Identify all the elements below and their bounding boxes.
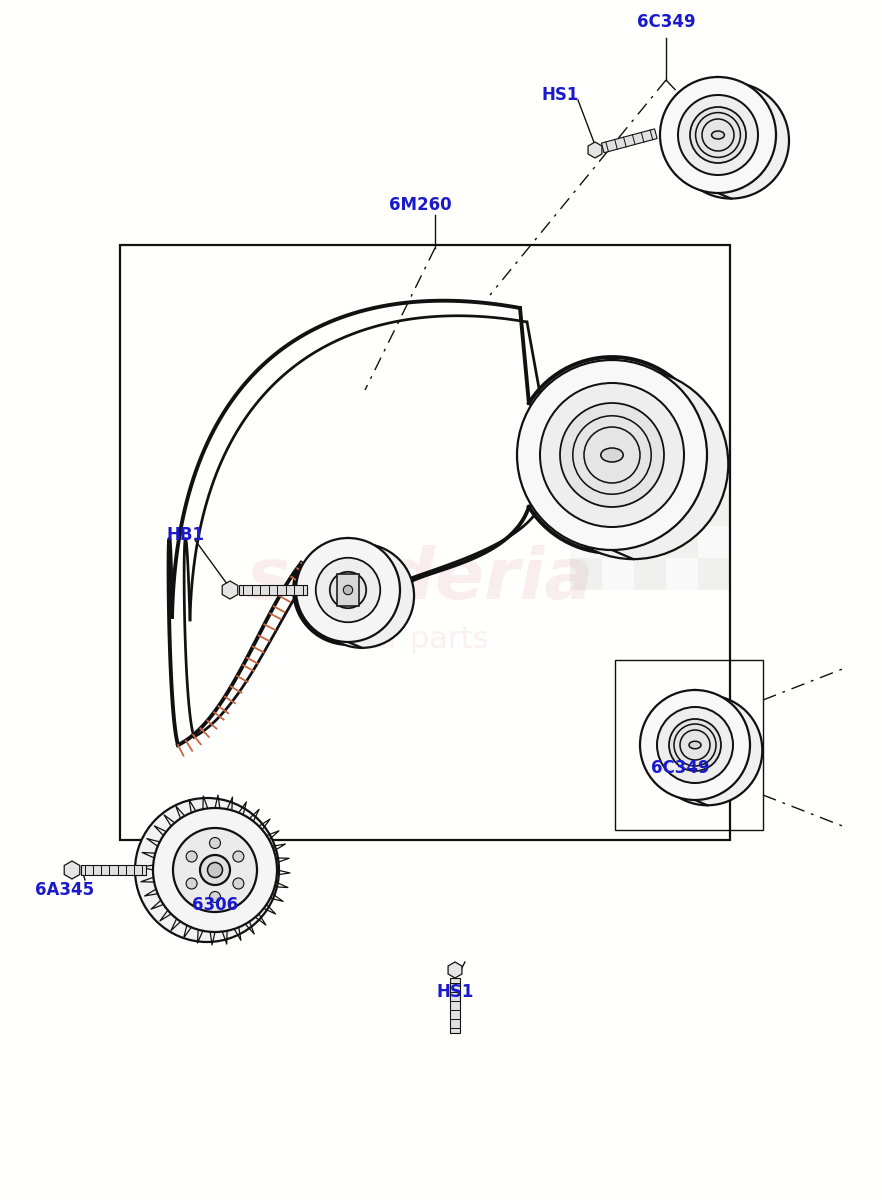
Bar: [120, 245, 730, 840]
Bar: [602, 462, 634, 494]
Text: 6C349: 6C349: [637, 13, 695, 31]
Text: 6M260: 6M260: [389, 196, 452, 214]
Bar: [634, 462, 666, 494]
Bar: [666, 430, 698, 462]
Circle shape: [640, 690, 750, 800]
Circle shape: [207, 863, 222, 877]
Bar: [666, 494, 698, 526]
Circle shape: [540, 383, 684, 527]
Bar: [602, 430, 634, 462]
Bar: [634, 494, 666, 526]
Bar: [634, 526, 666, 558]
Circle shape: [517, 360, 707, 550]
Circle shape: [210, 892, 220, 902]
Polygon shape: [450, 978, 460, 1033]
Bar: [666, 526, 698, 558]
Ellipse shape: [653, 695, 762, 805]
Bar: [570, 462, 602, 494]
Text: scuderia: scuderia: [246, 546, 594, 614]
Circle shape: [233, 851, 244, 862]
Bar: [602, 526, 634, 558]
Text: 6306: 6306: [192, 896, 238, 914]
Ellipse shape: [673, 83, 789, 198]
Polygon shape: [81, 865, 146, 875]
Ellipse shape: [689, 742, 701, 749]
Bar: [698, 526, 730, 558]
Bar: [602, 558, 634, 590]
Circle shape: [210, 838, 220, 848]
Circle shape: [173, 828, 257, 912]
Polygon shape: [602, 128, 657, 152]
Text: HS1: HS1: [542, 86, 579, 104]
Circle shape: [316, 558, 380, 623]
Text: HB1: HB1: [166, 526, 204, 544]
Bar: [337, 575, 360, 606]
Polygon shape: [239, 584, 307, 595]
Text: car parts: car parts: [352, 625, 489, 654]
Circle shape: [690, 107, 746, 163]
Circle shape: [186, 878, 197, 889]
Polygon shape: [222, 581, 238, 599]
Bar: [666, 558, 698, 590]
Circle shape: [678, 95, 758, 175]
Circle shape: [135, 798, 279, 942]
Circle shape: [560, 403, 664, 506]
Bar: [570, 526, 602, 558]
Polygon shape: [588, 142, 602, 158]
Circle shape: [330, 571, 366, 608]
Bar: [634, 558, 666, 590]
Circle shape: [200, 854, 230, 886]
Text: 6C349: 6C349: [651, 758, 709, 778]
Circle shape: [296, 538, 400, 642]
Bar: [570, 558, 602, 590]
Circle shape: [153, 808, 277, 932]
Bar: [602, 494, 634, 526]
Circle shape: [186, 851, 197, 862]
Bar: [698, 494, 730, 526]
Polygon shape: [64, 862, 79, 878]
Bar: [634, 430, 666, 462]
Ellipse shape: [310, 544, 414, 648]
Bar: [570, 430, 602, 462]
Text: HS1: HS1: [437, 983, 474, 1001]
Ellipse shape: [538, 370, 729, 559]
Bar: [698, 462, 730, 494]
Ellipse shape: [601, 448, 624, 462]
Circle shape: [660, 77, 776, 193]
Bar: [698, 558, 730, 590]
Circle shape: [343, 586, 353, 595]
Bar: [698, 430, 730, 462]
Circle shape: [233, 878, 244, 889]
Text: 6A345: 6A345: [35, 881, 94, 899]
Bar: [570, 494, 602, 526]
Polygon shape: [448, 962, 462, 978]
Ellipse shape: [712, 131, 724, 139]
Circle shape: [657, 707, 733, 782]
Bar: [615, 660, 763, 830]
Bar: [666, 462, 698, 494]
Circle shape: [669, 719, 721, 770]
